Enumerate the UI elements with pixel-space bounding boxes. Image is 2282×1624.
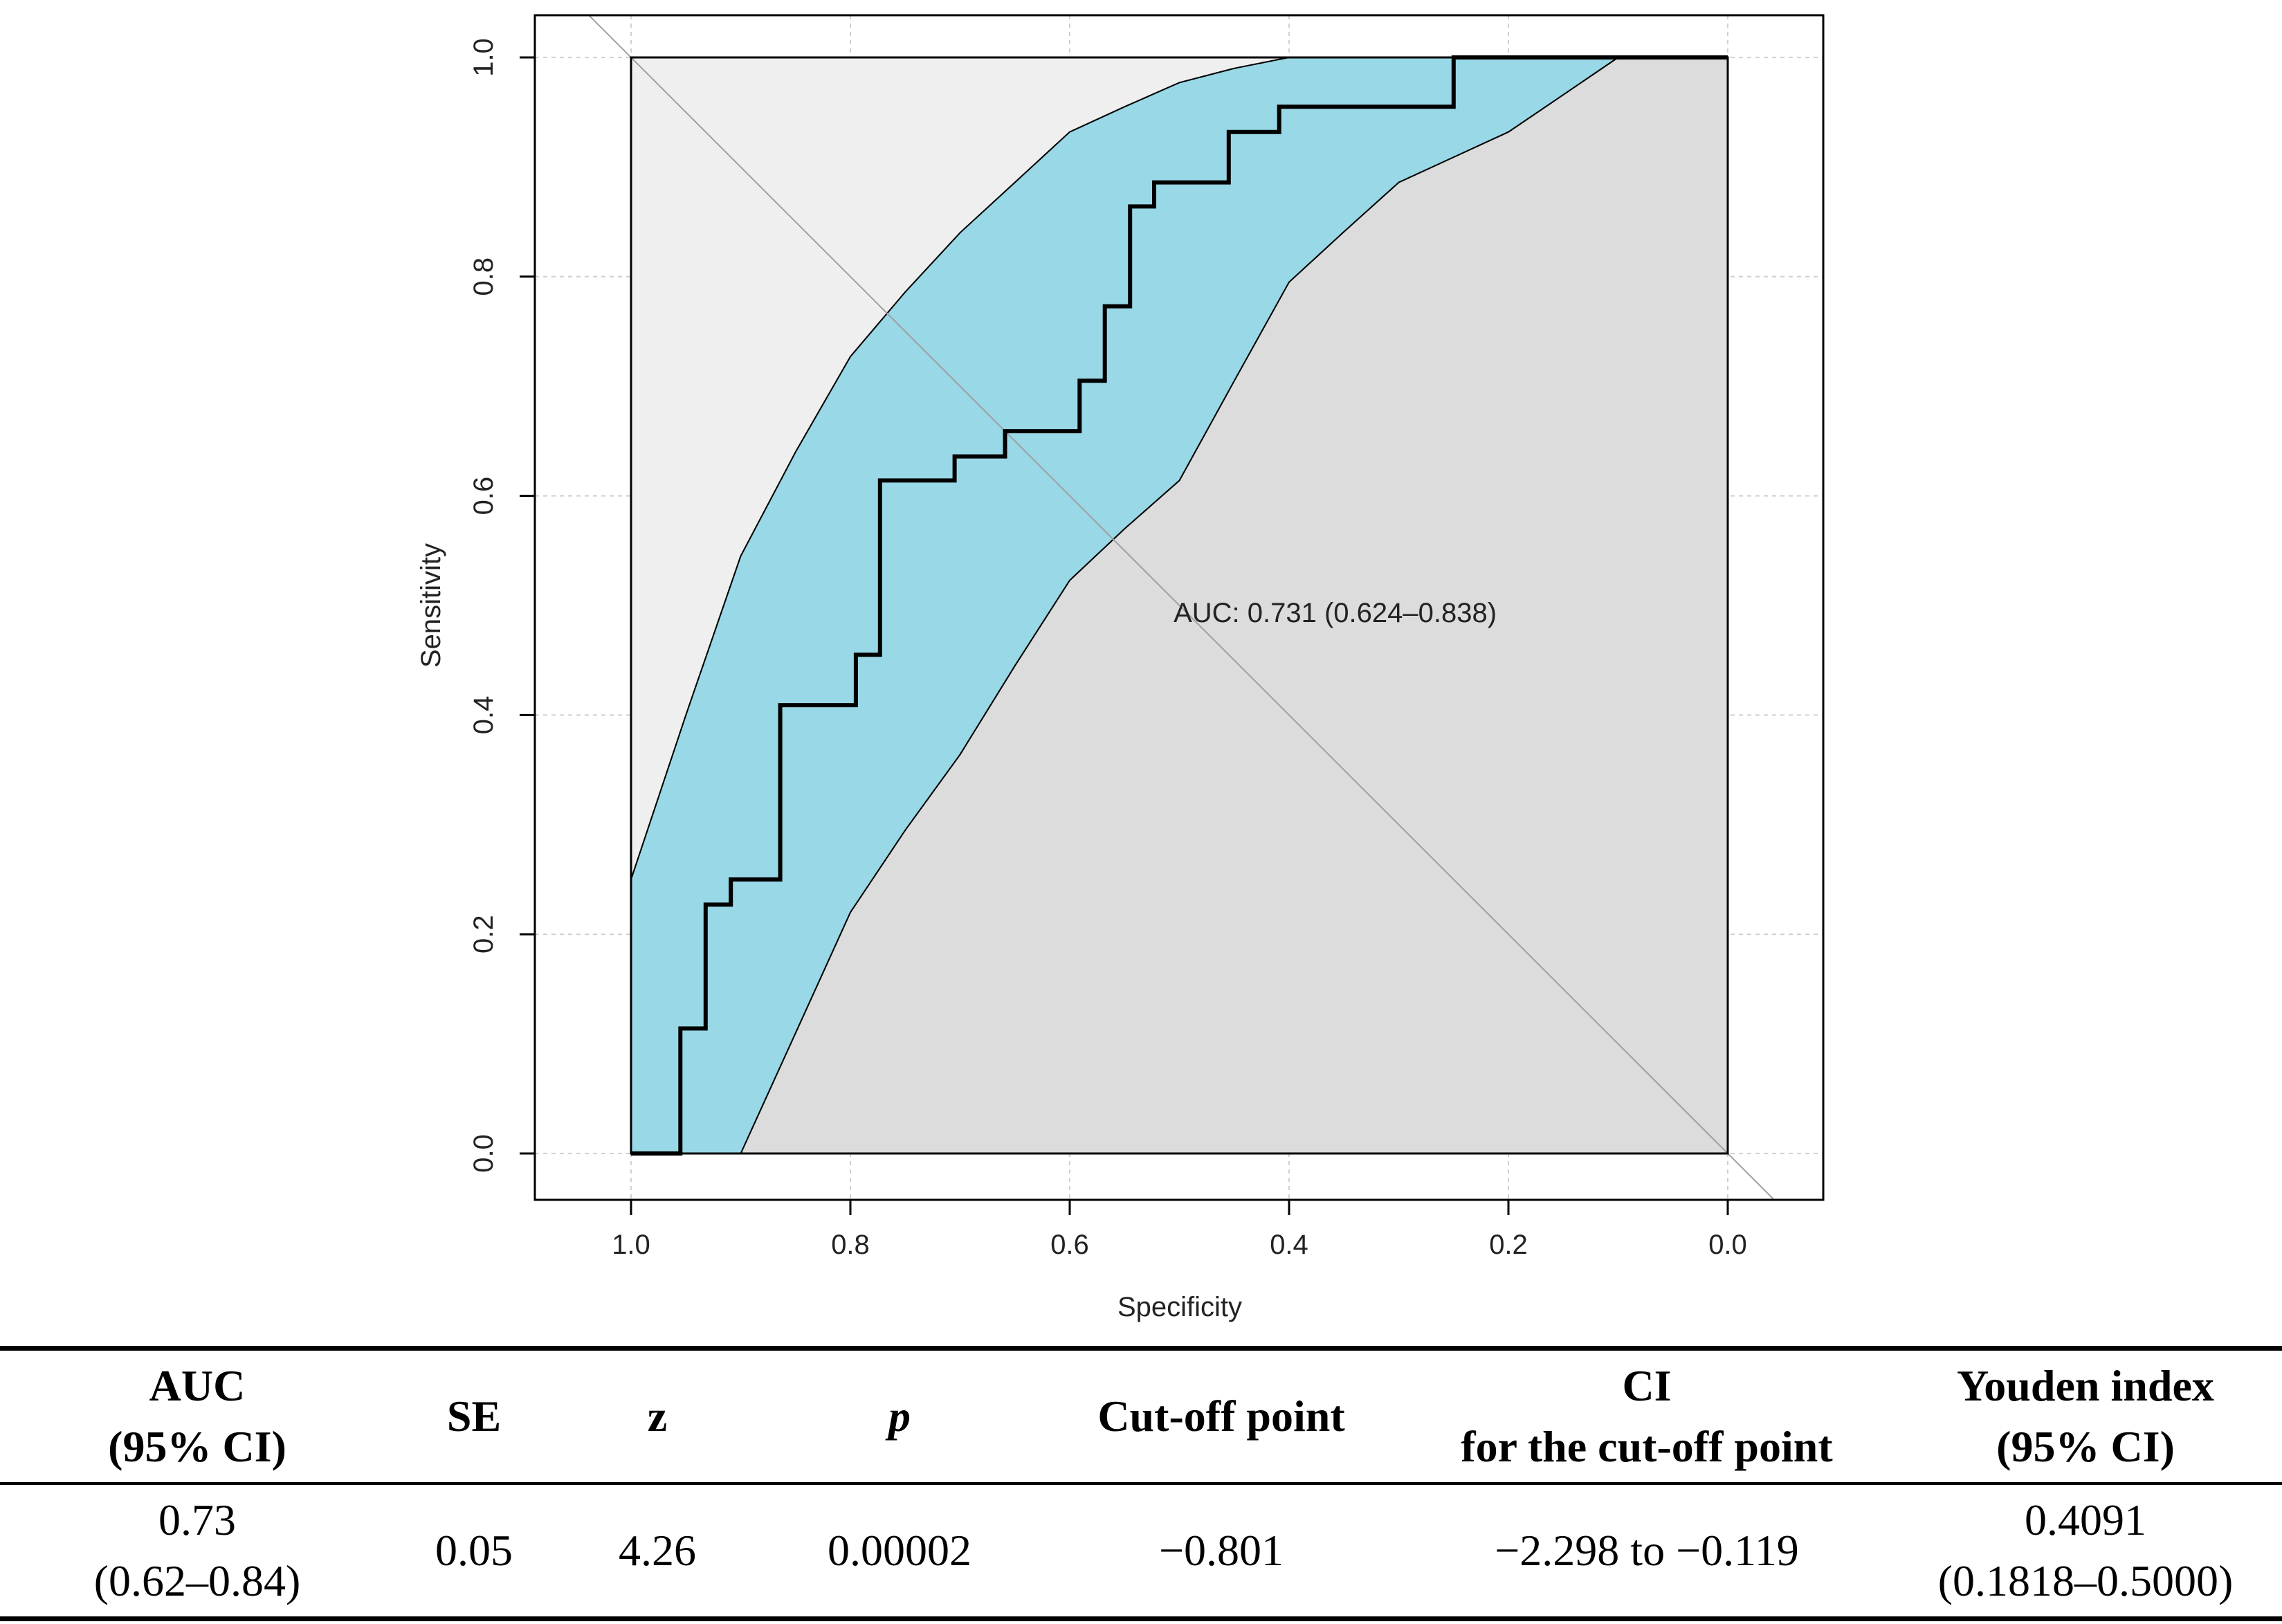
cell-youden: 0.4091 (0.1818–0.5000) — [1889, 1484, 2282, 1621]
header-z: z — [554, 1346, 761, 1485]
x-tick-label-5: 0.0 — [1708, 1230, 1747, 1260]
x-tick-label-4: 0.2 — [1489, 1230, 1528, 1260]
y-tick-label-5: 1.0 — [468, 38, 499, 77]
plot-frame — [533, 14, 1825, 1201]
y-axis-ticks: 0.0 0.2 0.4 0.6 0.8 1.0 — [468, 38, 535, 1173]
roc-chart: 1.0 0.8 0.6 0.4 0.2 0.0 0.0 0.2 0.4 0.6 0.8 1.0 Sp… — [416, 14, 1825, 1322]
cell-auc: 0.73 (0.62–0.84) — [0, 1484, 394, 1621]
table-row: 0.73 (0.62–0.84) 0.05 4.26 0.00002 −0.801… — [0, 1484, 2282, 1621]
x-axis-label: Specificity — [1117, 1292, 1242, 1322]
x-tick-label-3: 0.4 — [1270, 1230, 1308, 1260]
header-ci: CI for the cut-off point — [1405, 1346, 1889, 1485]
x-tick-label-2: 0.6 — [1050, 1230, 1089, 1260]
header-p: p — [761, 1346, 1038, 1485]
x-tick-label-1: 0.8 — [831, 1230, 870, 1260]
reference-diagonal — [587, 15, 1776, 1200]
y-axis-label: Sensitivity — [416, 543, 446, 668]
y-tick-label-3: 0.6 — [468, 477, 499, 516]
cell-p: 0.00002 — [761, 1484, 1038, 1621]
y-tick-label-2: 0.4 — [468, 696, 499, 735]
y-tick-label-0: 0.0 — [468, 1134, 499, 1173]
cell-ci: −2.298 to −0.119 — [1405, 1484, 1889, 1621]
header-youden: Youden index (95% CI) — [1889, 1346, 2282, 1485]
cell-z: 4.26 — [554, 1484, 761, 1621]
header-auc: AUC (95% CI) — [0, 1346, 394, 1485]
x-axis-ticks: 1.0 0.8 0.6 0.4 0.2 0.0 — [612, 1200, 1747, 1260]
results-table: AUC (95% CI) SE z p Cut-off point CI for t… — [0, 1346, 2282, 1621]
cell-cutoff: −0.801 — [1038, 1484, 1405, 1621]
table-header-row: AUC (95% CI) SE z p Cut-off point CI for t… — [0, 1346, 2282, 1485]
y-tick-label-4: 0.8 — [468, 257, 499, 296]
roc-curve-line — [631, 55, 1728, 1156]
x-tick-label-0: 1.0 — [612, 1230, 650, 1260]
y-tick-label-1: 0.2 — [468, 915, 499, 954]
auc-annotation: AUC: 0.731 (0.624–0.838) — [1174, 598, 1497, 628]
unit-square-frame — [630, 56, 1729, 1155]
cell-se: 0.05 — [394, 1484, 554, 1621]
header-cutoff: Cut-off point — [1038, 1346, 1405, 1485]
header-se: SE — [394, 1346, 554, 1485]
